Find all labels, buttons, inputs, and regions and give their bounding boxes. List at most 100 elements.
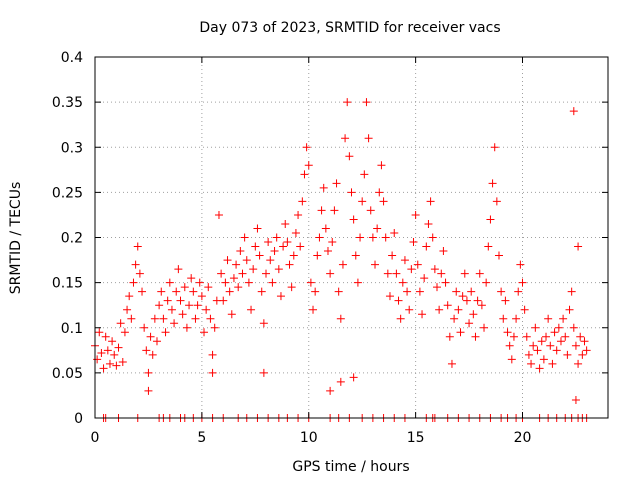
data-point xyxy=(554,323,563,332)
data-point xyxy=(411,210,420,219)
data-point xyxy=(97,349,106,358)
data-point xyxy=(319,183,328,192)
data-point xyxy=(105,359,114,368)
data-point xyxy=(362,98,371,107)
data-point xyxy=(129,278,138,287)
y-tick-label: 0 xyxy=(74,411,83,427)
data-point xyxy=(467,287,476,296)
x-axis-label: GPS time / hours xyxy=(292,459,409,475)
data-point xyxy=(332,179,341,188)
data-point xyxy=(298,197,307,206)
data-point xyxy=(514,287,523,296)
data-point xyxy=(375,188,384,197)
data-point xyxy=(447,359,456,368)
data-point xyxy=(433,283,441,292)
data-point xyxy=(550,328,559,337)
data-point xyxy=(148,350,157,359)
data-point xyxy=(469,310,478,319)
data-point xyxy=(114,343,123,352)
data-point xyxy=(473,296,482,305)
data-point xyxy=(341,134,350,143)
data-point xyxy=(373,224,382,233)
data-point xyxy=(430,265,439,274)
data-point xyxy=(390,228,399,237)
data-point xyxy=(396,314,405,323)
data-point xyxy=(328,238,337,247)
data-point xyxy=(484,242,493,251)
axis-ticks: 0 0.05 0.1 0.15 0.2 0.25 0.3 0.35 0.4 0 5 10 15 20 xyxy=(52,50,608,446)
data-point xyxy=(187,274,196,283)
data-points xyxy=(91,98,591,422)
data-point xyxy=(313,251,322,260)
data-point xyxy=(170,319,179,328)
data-point xyxy=(309,305,318,314)
data-point xyxy=(580,337,589,346)
x-tick-label: 5 xyxy=(197,430,206,446)
data-point xyxy=(178,310,187,319)
data-point xyxy=(244,278,253,287)
data-point xyxy=(544,314,553,323)
data-point xyxy=(116,319,125,328)
data-point xyxy=(499,314,508,323)
data-point xyxy=(257,287,266,296)
data-point xyxy=(300,170,309,179)
data-point xyxy=(364,134,373,143)
data-point xyxy=(501,296,510,305)
data-point xyxy=(274,265,283,274)
data-point xyxy=(356,233,365,242)
data-point xyxy=(336,377,345,386)
data-point xyxy=(563,350,572,359)
data-point xyxy=(486,215,495,224)
data-point xyxy=(251,242,260,251)
data-point xyxy=(548,359,557,368)
data-point xyxy=(200,328,209,337)
data-point xyxy=(225,287,234,296)
data-point xyxy=(336,314,345,323)
data-point xyxy=(454,305,463,314)
data-point xyxy=(142,346,151,355)
data-point xyxy=(304,161,313,170)
data-point xyxy=(415,287,424,296)
data-point xyxy=(279,242,288,251)
data-point xyxy=(208,350,217,359)
data-point xyxy=(167,305,176,314)
data-point xyxy=(112,361,121,370)
data-point xyxy=(202,305,211,314)
y-axis-label: SRMTID / TECUs xyxy=(8,182,24,295)
data-point xyxy=(497,287,506,296)
data-point xyxy=(569,107,578,116)
data-point xyxy=(507,355,516,364)
data-point xyxy=(281,219,290,228)
data-point xyxy=(185,301,194,310)
data-point xyxy=(259,319,268,328)
data-point xyxy=(180,283,189,292)
data-point xyxy=(138,287,147,296)
data-point xyxy=(125,292,134,301)
data-point xyxy=(465,319,474,328)
data-point xyxy=(435,305,444,314)
data-point xyxy=(103,346,112,355)
data-point xyxy=(161,328,170,337)
data-point xyxy=(445,332,454,341)
data-point xyxy=(512,314,521,323)
x-tick-label: 10 xyxy=(300,430,318,446)
data-point xyxy=(321,224,330,233)
data-point xyxy=(477,301,486,310)
data-point xyxy=(311,287,320,296)
data-point xyxy=(533,346,542,355)
data-point xyxy=(441,278,450,287)
data-point xyxy=(315,233,324,242)
data-point xyxy=(210,323,219,332)
data-point xyxy=(338,260,347,269)
data-point xyxy=(95,328,104,337)
data-point xyxy=(214,210,223,219)
data-point xyxy=(398,278,407,287)
data-point xyxy=(561,332,570,341)
data-point xyxy=(144,386,153,395)
data-point xyxy=(291,228,300,237)
data-point xyxy=(159,314,168,323)
data-point xyxy=(131,260,140,269)
data-point xyxy=(123,305,132,314)
data-point xyxy=(360,170,369,179)
